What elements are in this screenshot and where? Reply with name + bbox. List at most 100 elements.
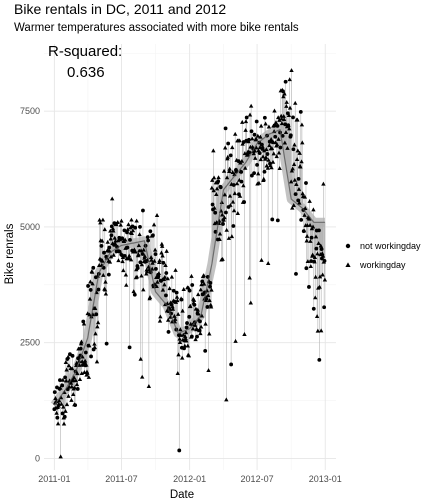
point-workingday <box>297 200 302 205</box>
point-workingday <box>214 186 220 191</box>
point-workingday <box>121 268 126 273</box>
point-workingday <box>289 168 295 173</box>
point-workingday <box>68 380 74 385</box>
y-tick-label: 2500 <box>20 338 40 348</box>
y-tick-label: 0 <box>35 453 40 463</box>
point-workingday <box>86 374 92 379</box>
point-workingday <box>128 225 133 230</box>
point-not-workingday <box>231 183 236 187</box>
point-workingday <box>318 328 324 333</box>
point-workingday <box>92 345 97 350</box>
point-workingday <box>151 222 157 227</box>
point-not-workingday <box>262 115 267 120</box>
point-workingday <box>81 321 87 326</box>
point-workingday <box>159 250 164 255</box>
point-workingday <box>195 292 201 297</box>
point-workingday <box>260 154 266 159</box>
point-workingday <box>175 370 180 375</box>
point-workingday <box>94 359 100 364</box>
point-not-workingday <box>63 375 68 380</box>
point-workingday <box>139 262 145 267</box>
point-workingday <box>277 117 282 122</box>
point-workingday <box>287 77 292 82</box>
x-tick-label: 2013-01 <box>309 474 342 484</box>
point-not-workingday <box>192 302 197 307</box>
point-workingday <box>195 307 200 312</box>
point-workingday <box>300 191 305 196</box>
point-workingday <box>103 279 108 284</box>
point-workingday <box>61 421 67 426</box>
point-not-workingday <box>236 159 241 164</box>
point-not-workingday <box>55 415 60 420</box>
point-workingday <box>87 312 92 317</box>
point-workingday <box>211 175 217 180</box>
point-not-workingday <box>252 132 257 137</box>
point-workingday <box>149 257 154 262</box>
point-workingday <box>299 159 304 164</box>
point-workingday <box>230 145 235 150</box>
point-workingday <box>178 327 183 332</box>
point-workingday <box>240 119 245 124</box>
point-not-workingday <box>273 134 278 139</box>
point-workingday <box>85 370 90 375</box>
point-workingday <box>165 317 171 322</box>
point-not-workingday <box>141 208 145 213</box>
point-not-workingday <box>145 235 150 240</box>
point-workingday <box>148 255 154 260</box>
point-workingday <box>230 170 235 174</box>
point-workingday <box>95 273 100 278</box>
point-workingday <box>152 247 158 252</box>
point-not-workingday <box>231 224 236 228</box>
point-workingday <box>75 371 80 376</box>
point-not-workingday <box>228 153 233 158</box>
point-not-workingday <box>198 319 202 324</box>
point-workingday <box>312 255 318 260</box>
point-not-workingday <box>262 169 267 174</box>
point-workingday <box>256 180 262 185</box>
point-workingday <box>60 377 66 382</box>
legend-circle-key <box>345 243 351 249</box>
point-workingday <box>217 236 222 241</box>
point-not-workingday <box>107 245 112 250</box>
point-workingday <box>58 454 63 459</box>
point-workingday <box>160 243 165 248</box>
point-workingday <box>93 331 98 336</box>
point-workingday <box>233 131 238 136</box>
point-workingday <box>161 276 167 281</box>
point-workingday <box>108 236 113 241</box>
point-workingday <box>115 220 120 224</box>
point-workingday <box>206 368 211 373</box>
point-workingday <box>128 257 134 262</box>
point-workingday <box>222 192 228 197</box>
point-not-workingday <box>242 200 247 204</box>
point-workingday <box>124 282 129 287</box>
point-workingday <box>186 353 192 358</box>
point-workingday <box>164 248 169 253</box>
point-workingday <box>245 151 251 156</box>
r-squared-label: R-squared: <box>48 43 122 60</box>
point-workingday <box>69 384 74 389</box>
point-workingday <box>285 145 290 150</box>
point-workingday <box>291 202 296 207</box>
point-workingday <box>221 168 227 173</box>
point-workingday <box>320 272 325 277</box>
point-workingday <box>146 384 152 388</box>
legend-label: workingday <box>359 260 406 270</box>
point-not-workingday <box>254 119 259 124</box>
point-workingday <box>292 142 297 147</box>
point-workingday <box>294 181 299 186</box>
point-workingday <box>98 220 103 225</box>
y-axis-ticks: 0 2500 5000 7500 <box>20 106 40 463</box>
point-workingday <box>146 264 151 269</box>
point-not-workingday <box>252 171 257 176</box>
point-workingday <box>185 343 190 348</box>
point-workingday <box>265 165 271 170</box>
point-workingday <box>201 273 206 278</box>
point-workingday <box>126 255 132 260</box>
point-not-workingday <box>70 353 75 358</box>
point-workingday <box>170 306 176 311</box>
point-workingday <box>80 354 85 359</box>
point-workingday <box>261 176 266 181</box>
point-not-workingday <box>109 233 114 238</box>
point-workingday <box>227 166 232 171</box>
